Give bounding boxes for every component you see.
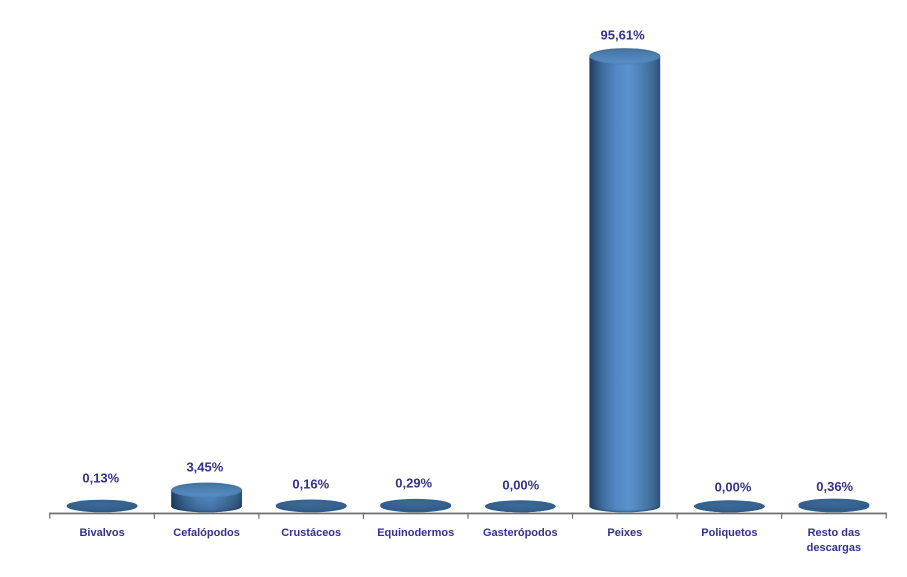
svg-text:0,00%: 0,00% [502,478,539,493]
svg-text:Poliquetos: Poliquetos [701,527,757,539]
svg-text:0,16%: 0,16% [292,476,329,491]
svg-text:Crustáceos: Crustáceos [281,527,341,539]
svg-text:3,45%: 3,45% [186,460,223,475]
svg-text:0,36%: 0,36% [816,479,853,494]
svg-text:0,00%: 0,00% [715,480,752,495]
svg-text:Resto das: Resto das [808,527,861,539]
svg-text:Bivalvos: Bivalvos [79,527,124,539]
svg-text:Equinodermos: Equinodermos [377,527,454,539]
svg-text:Peixes: Peixes [607,527,642,539]
svg-text:0,13%: 0,13% [82,471,119,486]
svg-text:Cefalópodos: Cefalópodos [173,527,240,539]
svg-text:0,29%: 0,29% [395,476,432,491]
svg-text:descargas: descargas [807,542,861,554]
svg-text:Gasterópodos: Gasterópodos [483,527,558,539]
svg-text:95,61%: 95,61% [601,28,646,43]
